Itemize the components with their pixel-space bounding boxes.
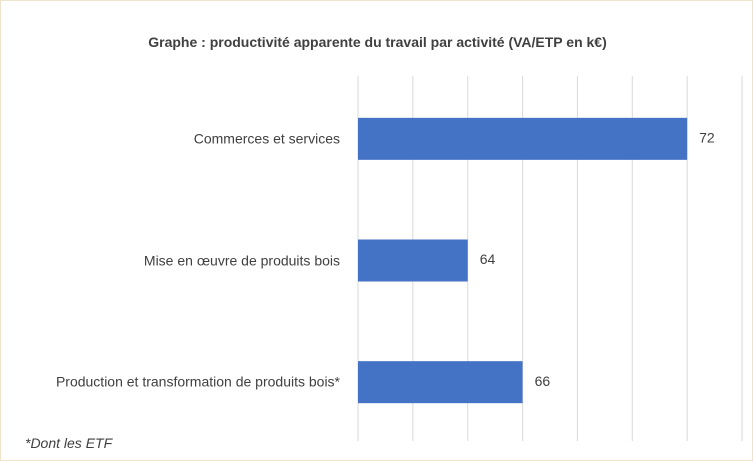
footnote: *Dont les ETF	[25, 435, 113, 451]
bar	[358, 361, 523, 404]
y-tick-label: Production et transformation de produits…	[55, 373, 340, 390]
y-tick-label: Mise en œuvre de produits bois	[143, 252, 340, 268]
chart-title: Graphe : productivité apparente du trava…	[148, 34, 607, 50]
value-label: 66	[535, 373, 551, 389]
value-label: 72	[699, 130, 715, 146]
value-label: 64	[480, 251, 496, 267]
y-tick-label: Commerces et services	[193, 130, 340, 147]
bar	[358, 117, 688, 160]
bar	[358, 239, 468, 282]
